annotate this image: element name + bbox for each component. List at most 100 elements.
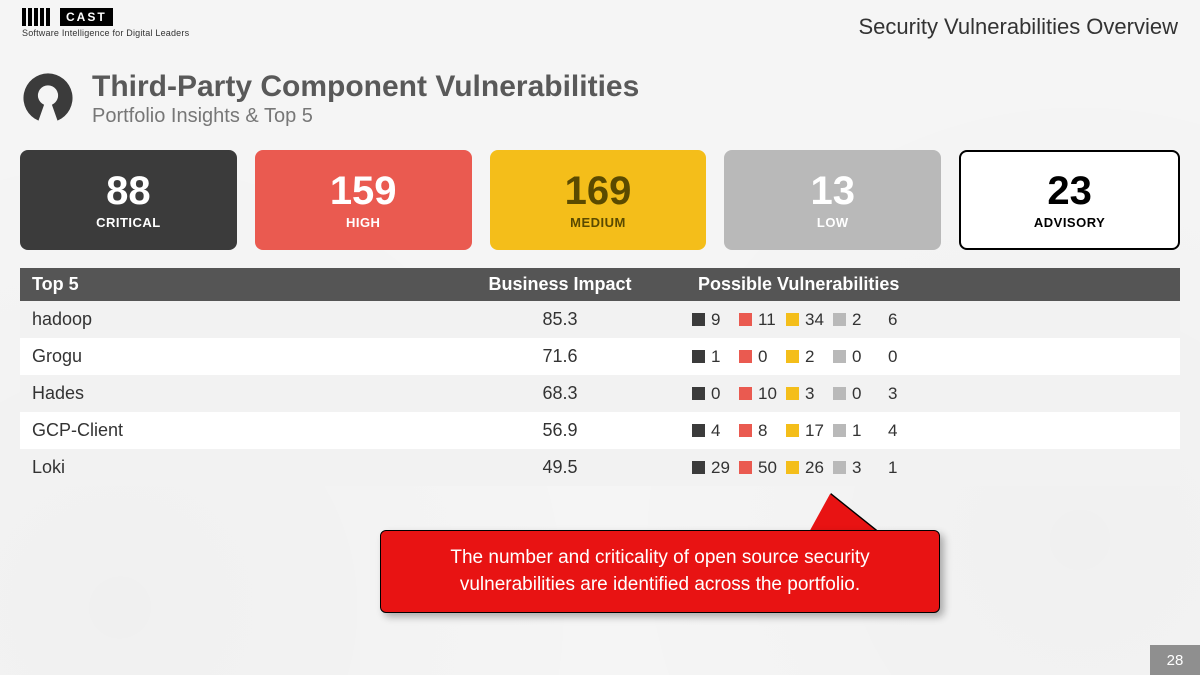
page-number: 28 <box>1150 645 1200 675</box>
severity-square-icon <box>833 387 846 400</box>
card-label: MEDIUM <box>570 215 626 230</box>
row-vulns: 10200 <box>680 338 1180 375</box>
callout-line1: The number and criticality of open sourc… <box>407 545 913 572</box>
card-value: 13 <box>811 171 856 211</box>
vuln-count: 4 <box>888 421 910 441</box>
card-value: 88 <box>106 171 151 211</box>
vuln-count: 0 <box>852 384 874 404</box>
severity-square-icon <box>692 350 705 363</box>
vuln-count: 3 <box>888 384 910 404</box>
severity-square-icon <box>692 387 705 400</box>
severity-square-icon <box>786 313 799 326</box>
card-critical: 88 CRITICAL <box>20 150 237 250</box>
row-vulns: 481714 <box>680 412 1180 449</box>
severity-square-icon <box>739 313 752 326</box>
callout-tail-icon <box>808 494 880 534</box>
col-vulns: Possible Vulnerabilities <box>680 268 1180 301</box>
callout: The number and criticality of open sourc… <box>380 530 940 613</box>
severity-square-icon <box>786 461 799 474</box>
page-title: Third-Party Component Vulnerabilities <box>92 70 639 103</box>
vuln-count: 50 <box>758 458 780 478</box>
callout-line2: vulnerabilities are identified across th… <box>407 572 913 599</box>
card-medium: 169 MEDIUM <box>490 150 707 250</box>
vuln-count: 9 <box>711 310 733 330</box>
row-name: GCP-Client <box>20 412 440 449</box>
vuln-count: 34 <box>805 310 827 330</box>
vuln-count: 4 <box>711 421 733 441</box>
severity-square-icon <box>786 350 799 363</box>
logo-bars-icon <box>22 8 50 26</box>
card-label: ADVISORY <box>1034 215 1105 230</box>
open-source-icon <box>20 70 76 126</box>
main-content: Third-Party Component Vulnerabilities Po… <box>20 70 1180 486</box>
card-label: LOW <box>817 215 849 230</box>
vuln-count: 29 <box>711 458 733 478</box>
severity-square-icon <box>739 461 752 474</box>
row-impact: 49.5 <box>440 449 680 486</box>
row-name: Hades <box>20 375 440 412</box>
top5-table: Top 5 Business Impact Possible Vulnerabi… <box>20 268 1180 486</box>
brand-logo: CAST Software Intelligence for Digital L… <box>22 8 189 38</box>
vuln-count: 2 <box>805 347 827 367</box>
card-label: HIGH <box>346 215 381 230</box>
row-vulns: 010303 <box>680 375 1180 412</box>
brand-tagline: Software Intelligence for Digital Leader… <box>22 28 189 38</box>
severity-square-icon <box>739 424 752 437</box>
severity-square-icon <box>833 461 846 474</box>
vuln-count: 0 <box>852 347 874 367</box>
vuln-count: 17 <box>805 421 827 441</box>
vuln-count: 11 <box>758 310 780 330</box>
vuln-count: 26 <box>805 458 827 478</box>
card-high: 159 HIGH <box>255 150 472 250</box>
row-name: Loki <box>20 449 440 486</box>
col-top5: Top 5 <box>20 268 440 301</box>
top-bar: CAST Software Intelligence for Digital L… <box>0 0 1200 50</box>
severity-square-icon <box>833 350 846 363</box>
table-row: GCP-Client56.9481714 <box>20 412 1180 449</box>
vuln-count: 8 <box>758 421 780 441</box>
card-value: 23 <box>1047 171 1092 211</box>
brand-name: CAST <box>60 8 113 26</box>
severity-cards: 88 CRITICAL 159 HIGH 169 MEDIUM 13 LOW 23 ADVISOR… <box>20 150 1180 250</box>
card-value: 169 <box>565 171 632 211</box>
severity-square-icon <box>692 313 705 326</box>
vuln-count: 1 <box>711 347 733 367</box>
severity-square-icon <box>692 461 705 474</box>
row-name: hadoop <box>20 301 440 338</box>
vuln-count: 3 <box>805 384 827 404</box>
row-impact: 56.9 <box>440 412 680 449</box>
row-vulns: 29 50 26 31 <box>680 449 1180 486</box>
table-row: hadoop85.3 9 11 34 26 <box>20 301 1180 338</box>
header-title: Security Vulnerabilities Overview <box>858 14 1178 40</box>
severity-square-icon <box>786 387 799 400</box>
vuln-count: 6 <box>888 310 910 330</box>
card-value: 159 <box>330 171 397 211</box>
severity-square-icon <box>833 424 846 437</box>
row-impact: 71.6 <box>440 338 680 375</box>
page-subtitle: Portfolio Insights & Top 5 <box>92 105 639 128</box>
severity-square-icon <box>739 387 752 400</box>
vuln-count: 10 <box>758 384 780 404</box>
vuln-count: 1 <box>852 421 874 441</box>
vuln-count: 2 <box>852 310 874 330</box>
row-impact: 68.3 <box>440 375 680 412</box>
vuln-count: 0 <box>888 347 910 367</box>
severity-square-icon <box>692 424 705 437</box>
severity-square-icon <box>833 313 846 326</box>
row-vulns: 9 11 34 26 <box>680 301 1180 338</box>
severity-square-icon <box>786 424 799 437</box>
card-label: CRITICAL <box>96 215 161 230</box>
vuln-count: 3 <box>852 458 874 478</box>
vuln-count: 0 <box>711 384 733 404</box>
vuln-count: 1 <box>888 458 910 478</box>
card-advisory: 23 ADVISORY <box>959 150 1180 250</box>
table-row: Grogu71.610200 <box>20 338 1180 375</box>
row-impact: 85.3 <box>440 301 680 338</box>
severity-square-icon <box>739 350 752 363</box>
table-row: Hades68.3010303 <box>20 375 1180 412</box>
row-name: Grogu <box>20 338 440 375</box>
col-impact: Business Impact <box>440 268 680 301</box>
vuln-count: 0 <box>758 347 780 367</box>
table-row: Loki49.5 29 50 26 31 <box>20 449 1180 486</box>
card-low: 13 LOW <box>724 150 941 250</box>
